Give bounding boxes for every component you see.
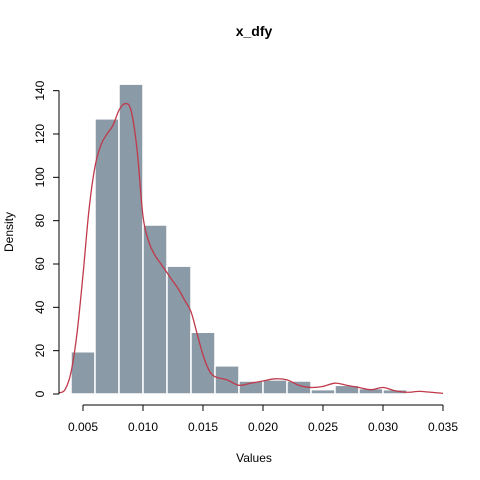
x-tick-label-4: 0.025 <box>308 420 338 434</box>
histogram-bar-2 <box>118 83 144 395</box>
chart-title: x_dfy <box>236 23 273 39</box>
x-tick-label-2: 0.015 <box>188 420 218 434</box>
histogram-bar-1 <box>94 118 120 395</box>
histogram-bar-6 <box>214 365 240 395</box>
y-tick-label-4: 80 <box>33 214 47 228</box>
x-tick-label-0: 0.005 <box>68 420 98 434</box>
y-tick-label-2: 40 <box>33 300 47 314</box>
x-axis-label: Values <box>236 451 272 465</box>
x-tick-label-3: 0.020 <box>248 420 278 434</box>
y-tick-label-0: 0 <box>33 390 47 397</box>
histogram-bar-4 <box>166 265 192 395</box>
histogram-bar-8 <box>262 379 288 395</box>
histogram-bar-3 <box>142 224 168 395</box>
y-tick-label-6: 120 <box>33 124 47 144</box>
y-tick-label-1: 20 <box>33 344 47 358</box>
x-tick-label-5: 0.030 <box>368 420 398 434</box>
y-axis: 0 20 40 60 80 100 120 140 <box>33 80 60 397</box>
x-tick-label-6: 0.035 <box>428 420 458 434</box>
x-tick-label-1: 0.010 <box>128 420 158 434</box>
y-axis-label: Density <box>2 212 16 252</box>
histogram-bars <box>70 83 408 395</box>
histogram-bar-10 <box>310 388 336 395</box>
x-axis: 0.005 0.010 0.015 0.020 0.025 0.030 0.035 <box>68 404 458 434</box>
y-tick-label-7: 140 <box>33 80 47 100</box>
histogram-bar-0 <box>70 351 96 395</box>
y-tick-label-5: 100 <box>33 167 47 187</box>
density-curve <box>58 102 444 394</box>
y-tick-label-3: 60 <box>33 257 47 271</box>
histogram-bar-5 <box>190 331 216 395</box>
